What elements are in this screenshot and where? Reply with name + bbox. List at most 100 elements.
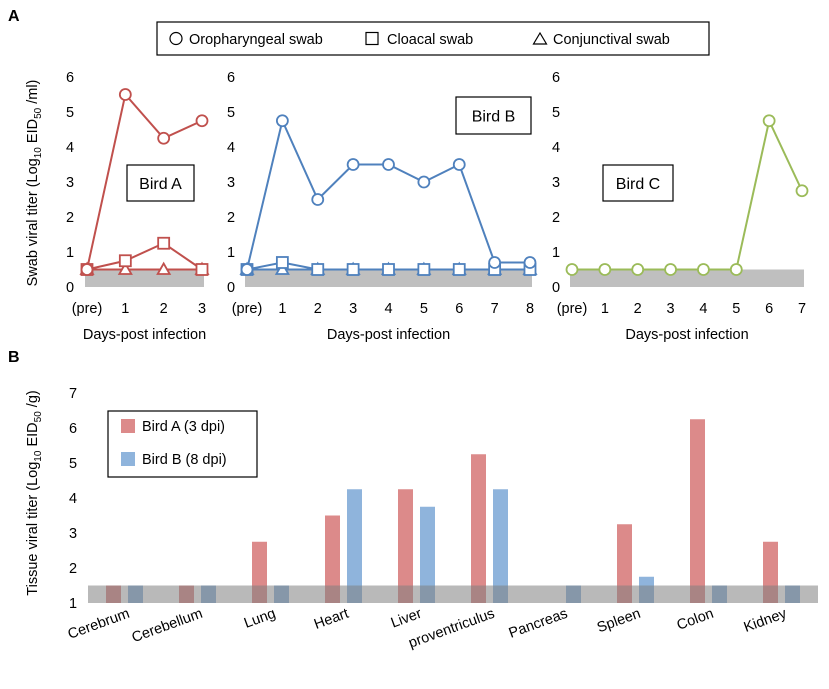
y-tick-label: 6	[552, 70, 560, 86]
circle-marker	[118, 88, 132, 101]
triangle-marker	[117, 261, 133, 275]
legend-label-oropharyngeal: Oropharyngeal swab	[189, 32, 323, 48]
legend-swatch-bird-b	[121, 452, 135, 466]
y-tick-label: 5	[552, 105, 560, 121]
category-label: Kidney	[742, 605, 790, 635]
legend-label-cloacal: Cloacal swab	[387, 32, 473, 48]
y-tick-label: 4	[552, 140, 560, 156]
bird-a-swab-chart: 0 1 2 3 4 5 6 (pre) 1 2 3 Days-post infection Bird A	[66, 70, 210, 343]
detection-limit-band	[88, 585, 818, 603]
legend-square-icon	[365, 31, 379, 46]
x-tick-label: 3	[198, 301, 206, 317]
bar-bird-a	[325, 515, 340, 603]
y-tick-label: 2	[552, 210, 560, 226]
circle-marker	[240, 263, 254, 276]
square-marker	[195, 263, 209, 276]
bird-a-title-box	[126, 164, 195, 202]
y-tick-label: 4	[66, 140, 74, 156]
y-tick-label: 2	[227, 210, 235, 226]
y-tick-label: 1	[66, 245, 74, 261]
series-line-square	[86, 242, 203, 271]
legend-box	[156, 21, 710, 56]
bird-b-title-box	[455, 96, 532, 135]
circle-marker	[80, 263, 94, 276]
y-tick-label: 3	[227, 175, 235, 191]
detection-limit-band	[85, 269, 204, 287]
y-tick-label: 6	[227, 70, 235, 86]
category-label: Spleen	[595, 606, 643, 636]
circle-marker	[417, 175, 431, 189]
legend-swatch-bird-a	[121, 419, 135, 433]
x-axis-title: Days-post infection	[327, 327, 450, 343]
y-tick-label: 0	[227, 280, 235, 296]
y-tick-label: 4	[69, 491, 77, 507]
circle-marker	[488, 256, 502, 269]
circle-marker	[697, 263, 710, 276]
bar-bird-a	[617, 524, 632, 603]
square-marker	[118, 254, 132, 268]
x-axis-title: Days-post infection	[625, 327, 748, 343]
y-tick-label: 3	[552, 175, 560, 191]
swab-y-axis-label: Swab viral titer (Log10 EID50 /ml)	[25, 80, 44, 287]
y-tick-label: 0	[66, 280, 74, 296]
bar-bird-a	[690, 419, 705, 603]
x-tick-label: 6	[765, 301, 773, 317]
detection-limit-band	[570, 269, 804, 287]
square-marker	[382, 263, 395, 276]
bar-bird-b	[493, 489, 508, 603]
panel-label-b: B	[8, 349, 20, 366]
panel-label-a: A	[8, 8, 20, 25]
x-tick-label: 7	[491, 301, 499, 317]
x-tick-label: 3	[349, 301, 357, 317]
x-tick-label: 7	[798, 301, 806, 317]
circle-marker	[664, 263, 677, 276]
y-tick-label: 6	[69, 421, 77, 437]
x-tick-label: 6	[455, 301, 463, 317]
y-tick-label: 3	[66, 175, 74, 191]
x-axis-title: Days-post infection	[83, 327, 206, 343]
y-tick-label: 1	[552, 245, 560, 261]
bar-bird-a	[471, 454, 486, 603]
x-tick-label: 5	[732, 301, 740, 317]
square-marker	[275, 256, 289, 269]
square-marker	[346, 263, 360, 276]
circle-marker	[275, 114, 289, 128]
circle-marker	[346, 158, 360, 171]
bird-b-title: Bird B	[472, 109, 516, 126]
x-tick-label: 1	[121, 301, 129, 317]
x-tick-label: (pre)	[557, 301, 588, 317]
series-line-circle	[86, 92, 203, 270]
x-tick-label: 2	[634, 301, 642, 317]
square-marker	[417, 263, 431, 276]
circle-marker	[762, 114, 776, 128]
circle-marker	[598, 263, 612, 276]
category-label: Liver	[389, 606, 424, 632]
category-label: Heart	[312, 606, 351, 633]
y-tick-label: 2	[69, 561, 77, 577]
circle-marker	[311, 193, 325, 206]
circle-marker	[565, 263, 579, 276]
x-tick-label: 5	[420, 301, 428, 317]
x-tick-label: (pre)	[232, 301, 263, 317]
y-tick-label: 4	[227, 140, 235, 156]
x-tick-label: 1	[278, 301, 286, 317]
category-label: Cerebellum	[130, 606, 205, 646]
triangle-marker	[156, 261, 172, 275]
y-tick-label: 5	[66, 105, 74, 121]
line-charts: 0 1 2 3 4 5 6 (pre) 1 2 3 Days-post infection Bird A…	[66, 70, 809, 343]
square-marker	[157, 236, 171, 250]
circle-marker	[195, 114, 209, 128]
circle-marker	[157, 131, 171, 145]
series-line-circle	[246, 117, 530, 270]
circle-marker	[795, 184, 809, 198]
y-tick-label: 1	[69, 596, 77, 612]
legend-swab-types: Oropharyngeal swab Cloacal swab Conjunct…	[156, 21, 710, 56]
y-tick-label: 1	[227, 245, 235, 261]
x-tick-label: 2	[160, 301, 168, 317]
x-tick-label: (pre)	[72, 301, 103, 317]
bird-b-swab-chart: 0 1 2 3 4 5 6 (pre) 1 2 3 4 5 6 7 8 Days-post infection B…	[227, 70, 538, 343]
bar-bird-b	[420, 506, 435, 603]
bar-bird-a	[398, 489, 413, 603]
y-tick-label: 5	[227, 105, 235, 121]
